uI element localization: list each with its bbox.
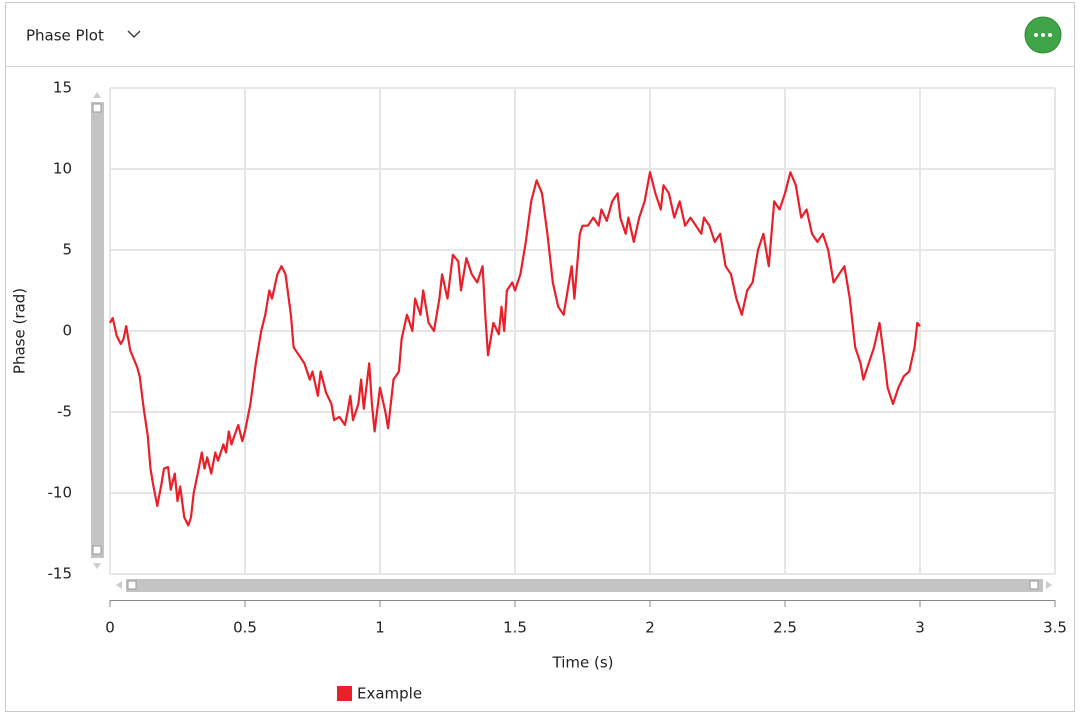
scroll-handle[interactable] xyxy=(92,545,102,555)
scroll-arrow[interactable] xyxy=(93,563,101,569)
legend: Example xyxy=(337,685,422,703)
legend-label: Example xyxy=(357,685,422,703)
menu-dot[interactable] xyxy=(1048,33,1052,37)
h-scrollbar[interactable] xyxy=(116,579,1052,592)
y-tick-label: 0 xyxy=(62,322,72,340)
y-tick-label: -15 xyxy=(48,565,73,583)
scroll-thumb[interactable] xyxy=(126,579,1043,592)
y-tick-label: 10 xyxy=(53,160,72,178)
scroll-arrow[interactable] xyxy=(116,581,122,589)
panel-title[interactable]: Phase Plot xyxy=(26,27,104,45)
dropdown-chevron[interactable] xyxy=(127,30,141,38)
x-axis-title: Time (s) xyxy=(552,654,614,672)
x-tick-label: 3 xyxy=(915,619,925,637)
scroll-handle[interactable] xyxy=(1029,580,1039,590)
y-axis-title: Phase (rad) xyxy=(11,288,29,374)
scroll-arrow[interactable] xyxy=(1046,581,1052,589)
menu-dot[interactable] xyxy=(1041,33,1045,37)
x-tick-label: 2 xyxy=(645,619,655,637)
x-tick-label: 0 xyxy=(105,619,115,637)
x-tick-label: 2.5 xyxy=(773,619,797,637)
data-line xyxy=(109,171,921,527)
plot xyxy=(109,171,921,527)
x-tick-label: 1 xyxy=(375,619,385,637)
y-tick-label: -5 xyxy=(57,403,72,421)
menu-button[interactable] xyxy=(1024,16,1062,54)
menu-dot[interactable] xyxy=(1034,33,1038,37)
y-tick-label: 15 xyxy=(53,79,72,97)
x-tick-label: 3.5 xyxy=(1043,619,1067,637)
scroll-arrow[interactable] xyxy=(93,92,101,98)
legend-swatch xyxy=(337,686,352,701)
scroll-thumb[interactable] xyxy=(91,102,104,558)
y-tick-label: 5 xyxy=(62,241,72,259)
v-scrollbar[interactable] xyxy=(91,92,104,569)
plot-selector[interactable]: Phase Plot xyxy=(26,27,141,45)
x-tick-label: 1.5 xyxy=(503,619,527,637)
panel-frame xyxy=(5,2,1075,712)
y-tick-label: -10 xyxy=(48,484,73,502)
grid: -15 -10 -5 0 5 10 15 0 0.5 1 1.5 2 2.5 3 3.5 xyxy=(48,79,1067,637)
scroll-handle[interactable] xyxy=(127,580,137,590)
scroll-handle[interactable] xyxy=(92,103,102,113)
x-tick-label: 0.5 xyxy=(233,619,257,637)
